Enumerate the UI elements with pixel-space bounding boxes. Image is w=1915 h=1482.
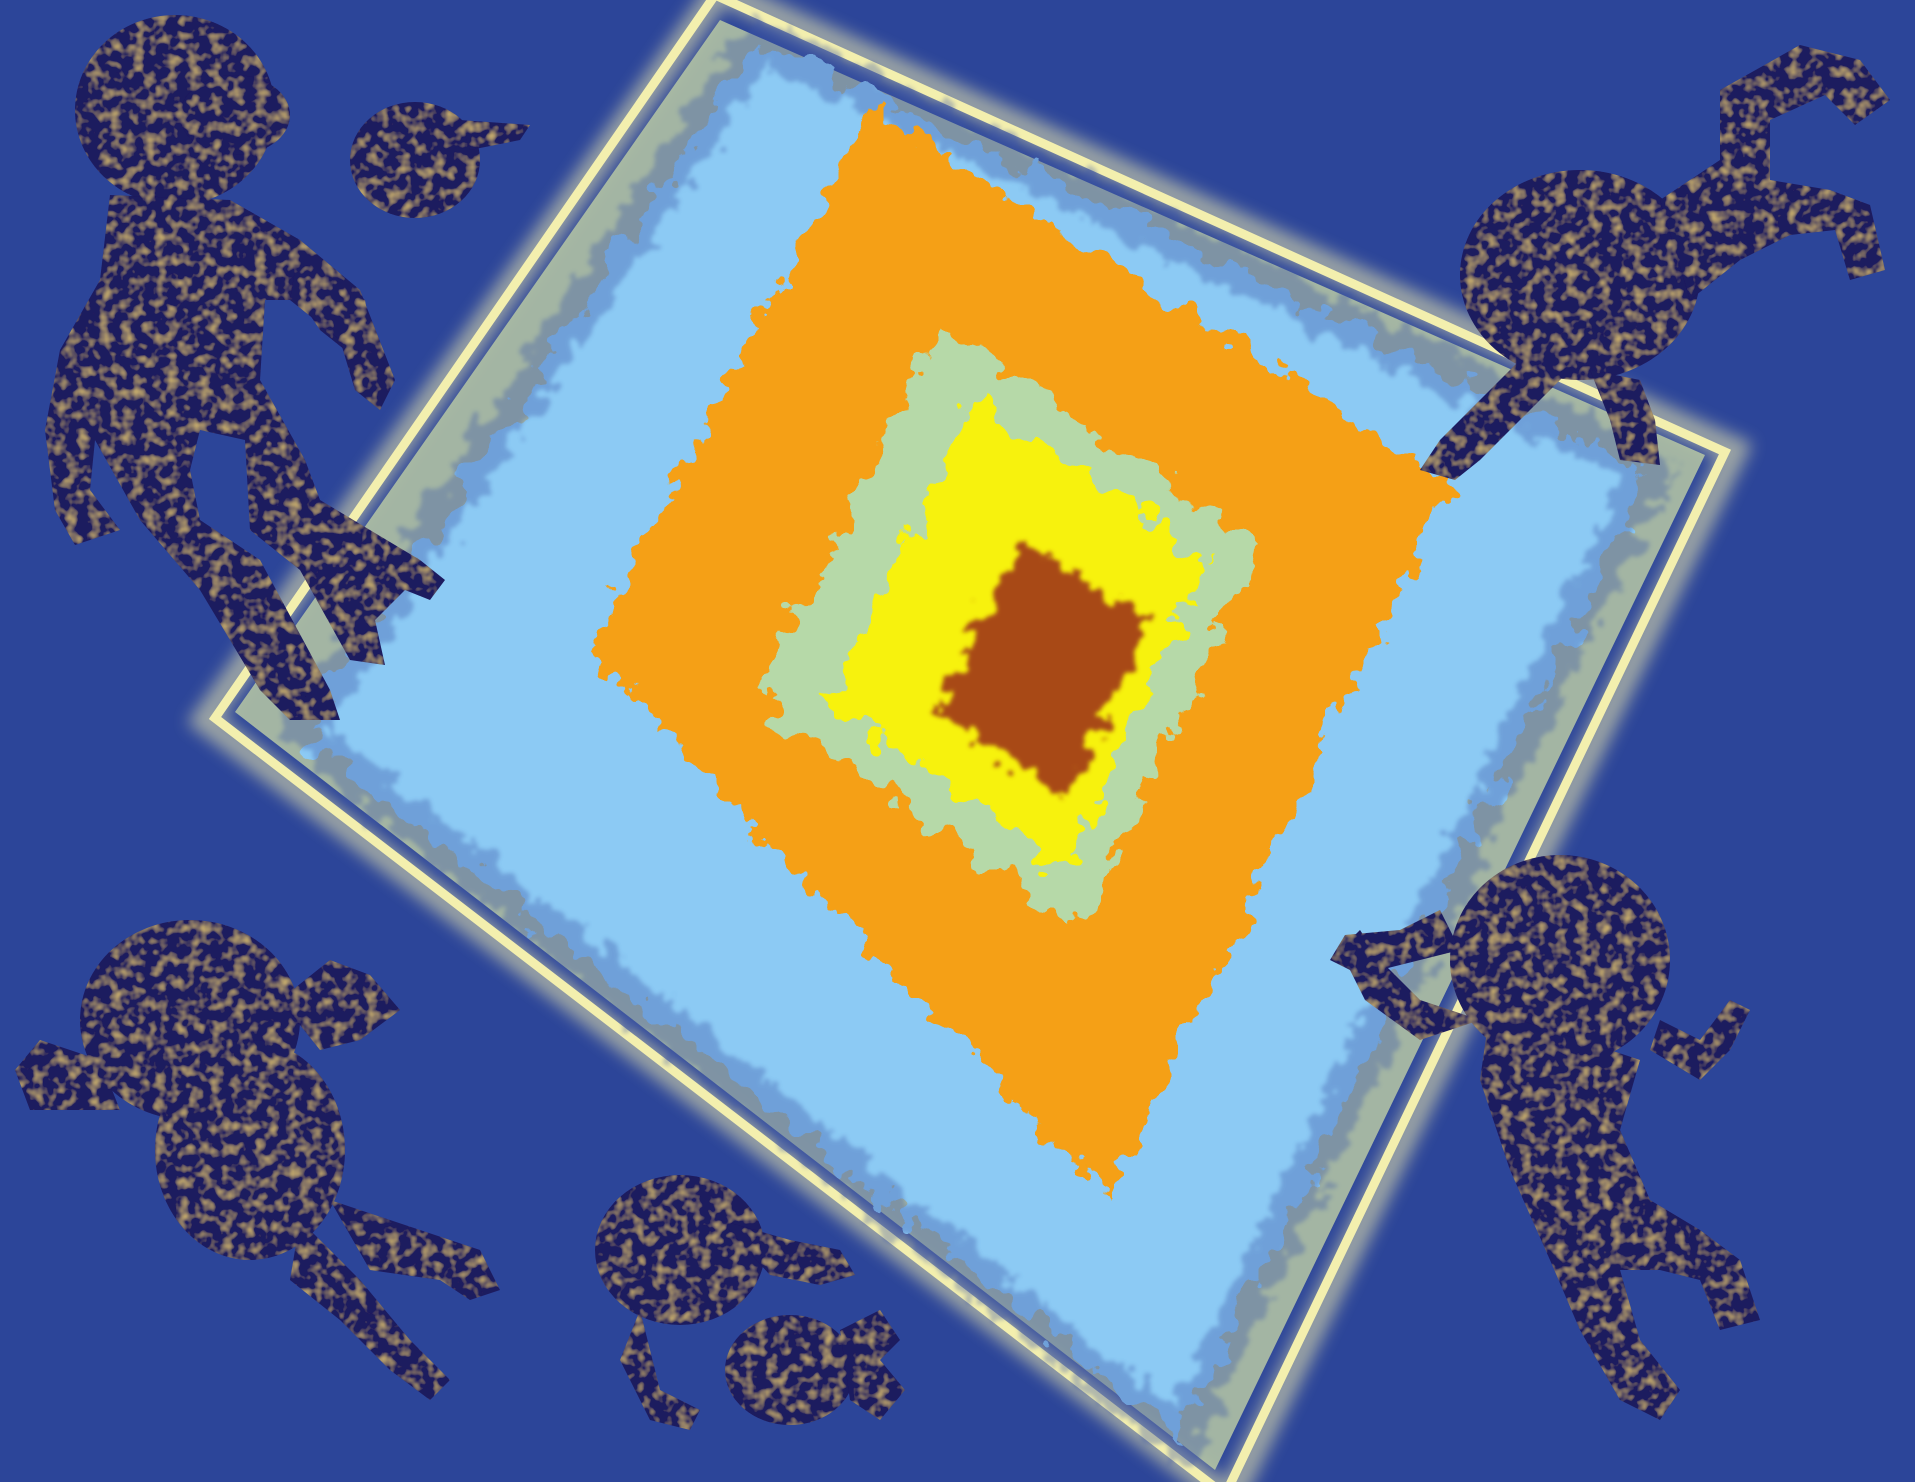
frame-line [208,0,1732,1482]
center-spot [935,540,1150,800]
monkey-top-right [1420,45,1890,480]
monkey-head-small [350,102,530,218]
blue-shadow-edge [273,14,1677,1472]
monkey-bottom-right [1330,855,1760,1420]
monkey-top-left [45,15,445,720]
monkey-bottom-center [595,1175,905,1430]
diamond-kite [187,0,1753,1482]
monkey-bottom-left [15,920,500,1400]
